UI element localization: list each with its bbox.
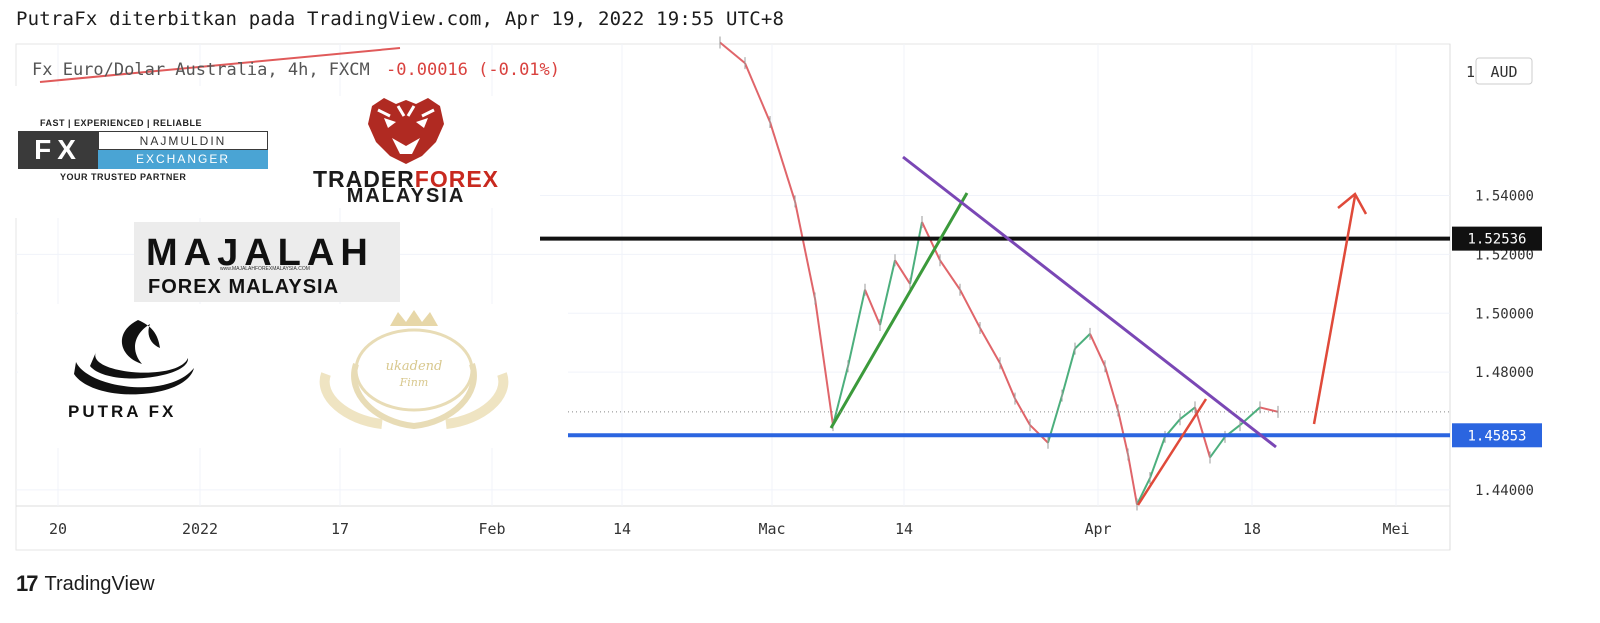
- tradingview-brand: TradingView: [44, 572, 155, 595]
- price-segment-30: [1194, 407, 1211, 458]
- price-segment-13: [939, 259, 961, 291]
- x-tick-label: Mei: [1382, 520, 1409, 538]
- y-tick-label: 1.54000: [1475, 189, 1534, 205]
- price-segment-31: [1209, 436, 1226, 459]
- price-segment-6: [832, 365, 849, 426]
- majalah-website: www.MAJALAHFOREXMALAYSIA.COM: [220, 266, 310, 272]
- majalah-forex-logo: MAJALAH www.MAJALAHFOREXMALAYSIA.COM FOR…: [134, 222, 400, 302]
- price-axis[interactable]: 1.54000 1.52000 1.50000 1.48000 1.44000: [1475, 189, 1534, 499]
- price-segment-22: [1089, 333, 1106, 367]
- price-label-box: [1452, 423, 1542, 448]
- price-segment-24: [1117, 410, 1129, 455]
- price-segment-26: [1136, 477, 1151, 505]
- fx-slogan: FAST | EXPERIENCED | RELIABLE: [40, 118, 203, 128]
- price-segment-8: [864, 289, 881, 326]
- price-segment-4: [794, 201, 816, 299]
- price-segment-29: [1179, 406, 1196, 420]
- x-tick-label: 14: [613, 520, 631, 538]
- price-segment-7: [847, 289, 866, 367]
- currency-label: AUD: [1490, 63, 1517, 81]
- price-segment-17: [1014, 398, 1031, 426]
- fx-box: FX: [18, 131, 98, 169]
- najmuldin-exchanger-logo: FAST | EXPERIENCED | RELIABLE FX NAJMULD…: [14, 86, 274, 218]
- tfm-forex: FOREX: [414, 166, 500, 192]
- price-series: [719, 36, 1279, 511]
- projection-arrow-head: [1337, 192, 1368, 215]
- publish-info: PutraFx diterbitkan pada TradingView.com…: [16, 8, 785, 30]
- x-tick-label: 17: [331, 520, 349, 538]
- y-tick-label: 1.50000: [1475, 306, 1534, 322]
- price-segment-21: [1074, 333, 1091, 350]
- fx-partner: YOUR TRUSTED PARTNER: [60, 172, 187, 182]
- price-change: -0.00016 (-0.01%): [386, 60, 561, 80]
- y-tick-label: 1.52000: [1475, 247, 1534, 263]
- price-segment-20: [1061, 348, 1076, 396]
- majalah-title: MAJALAH: [146, 232, 374, 274]
- symbol-info: Fx Euro/Dolar Australia, 4h, FXCM -0.000…: [32, 60, 560, 80]
- currency-box[interactable]: [1475, 57, 1533, 85]
- tiger-icon: [368, 98, 444, 164]
- ukadend-finm-logo: ukadend Finm: [286, 304, 568, 448]
- price-segment-27: [1149, 436, 1166, 479]
- downtrend-line-purple[interactable]: [902, 155, 1277, 449]
- price-segment-3: [769, 121, 796, 202]
- y-tick-label: 1.48000: [1475, 365, 1534, 381]
- ukad-script-1: ukadend: [386, 359, 443, 374]
- ukad-script-2: Finm: [399, 376, 429, 389]
- putra-flame-icon: [74, 320, 194, 395]
- time-axis[interactable]: 20 2022 17 Feb 14 Mac 14 Apr 18 Mei: [49, 520, 1410, 538]
- x-tick-label: Mac: [758, 520, 785, 538]
- traderforex-malaysia-logo: TRADERFOREX MALAYSIA: [272, 96, 540, 208]
- tfm-trader: TRADER: [312, 166, 415, 192]
- price-labels: 1.52536 1.45853: [1452, 226, 1542, 448]
- price-segment-5: [814, 298, 834, 426]
- tradingview-logo-icon: 17: [16, 571, 39, 596]
- price-segment-23: [1104, 365, 1119, 411]
- price-segment-25: [1127, 454, 1138, 505]
- laurel-crest-icon: ukadend Finm: [319, 310, 509, 430]
- price-label-box: [1452, 226, 1542, 251]
- price-segment-12: [921, 221, 941, 261]
- x-tick-label: Feb: [478, 520, 505, 538]
- projection-arrow-line[interactable]: [1312, 195, 1357, 425]
- price-segment-2: [744, 62, 771, 123]
- uptrend-line-green[interactable]: [829, 192, 969, 429]
- x-tick-label: 20: [49, 520, 67, 538]
- majalah-sub: FOREX MALAYSIA: [148, 276, 340, 298]
- tfm-line-1: TRADERFOREX: [272, 166, 540, 193]
- price-segment-16: [999, 362, 1016, 399]
- price-segment-1: [719, 41, 746, 64]
- level-lines: [540, 236, 1450, 438]
- price-label-text: 1.45853: [1467, 428, 1526, 444]
- price-segment-9: [879, 260, 896, 326]
- price-segment-15: [979, 327, 1001, 364]
- x-tick-label: Apr: [1084, 520, 1111, 538]
- y-tick-label: 1.44000: [1475, 483, 1534, 499]
- price-segment-14: [959, 289, 981, 329]
- price-segment-11: [909, 221, 923, 285]
- x-tick-label: 14: [895, 520, 913, 538]
- price-segment-10: [894, 259, 911, 285]
- red-trend-upper-left: [39, 47, 401, 83]
- symbol-name: Fx Euro/Dolar Australia, 4h, FXCM: [32, 60, 370, 80]
- uptrend-line-red[interactable]: [1136, 398, 1208, 506]
- tfm-country: MALAYSIA: [346, 185, 466, 207]
- price-label-text: 1.52536: [1467, 232, 1526, 248]
- tradingview-footer[interactable]: 17 TradingView: [16, 571, 155, 597]
- fx-name-2: EXCHANGER: [98, 150, 268, 169]
- currency-prefix: 1: [1466, 63, 1475, 81]
- fx-name-1: NAJMULDIN: [98, 131, 268, 150]
- x-tick-label: 2022: [182, 520, 218, 538]
- x-tick-label: 18: [1243, 520, 1261, 538]
- price-segment-34: [1259, 406, 1279, 413]
- putra-fx-logo: PUTRA FX: [18, 304, 286, 448]
- putra-name: PUTRA FX: [68, 402, 177, 421]
